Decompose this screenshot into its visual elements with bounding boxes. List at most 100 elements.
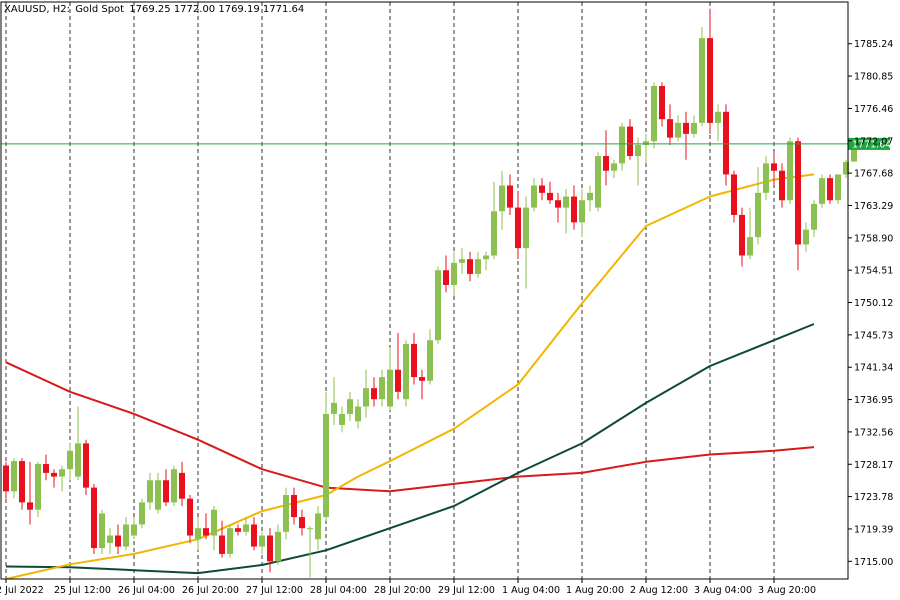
- candle[interactable]: [803, 222, 809, 252]
- candle[interactable]: [307, 525, 313, 578]
- candle[interactable]: [187, 494, 193, 543]
- candle[interactable]: [291, 487, 297, 525]
- candle[interactable]: [675, 115, 681, 142]
- candle[interactable]: [779, 163, 785, 208]
- candle[interactable]: [83, 439, 89, 495]
- candle[interactable]: [827, 174, 833, 204]
- candle[interactable]: [331, 377, 337, 425]
- candle[interactable]: [531, 178, 537, 212]
- candle[interactable]: [603, 130, 609, 186]
- candle[interactable]: [131, 517, 137, 540]
- candle[interactable]: [51, 469, 57, 488]
- candle[interactable]: [347, 391, 353, 422]
- candle[interactable]: [819, 174, 825, 208]
- candle[interactable]: [395, 332, 401, 400]
- candle[interactable]: [515, 192, 521, 260]
- candle[interactable]: [627, 119, 633, 160]
- candle[interactable]: [659, 82, 665, 127]
- candle[interactable]: [339, 406, 345, 433]
- candle[interactable]: [587, 185, 593, 212]
- candle[interactable]: [499, 170, 505, 230]
- candle[interactable]: [19, 458, 25, 510]
- candle[interactable]: [403, 340, 409, 407]
- candle[interactable]: [427, 329, 433, 385]
- candle[interactable]: [243, 517, 249, 536]
- candle[interactable]: [755, 167, 761, 245]
- candle[interactable]: [419, 369, 425, 400]
- candle[interactable]: [211, 506, 217, 551]
- candle[interactable]: [227, 524, 233, 558]
- candle[interactable]: [547, 181, 553, 204]
- candle[interactable]: [835, 174, 841, 204]
- candle[interactable]: [27, 461, 33, 525]
- candle[interactable]: [371, 377, 377, 407]
- candle[interactable]: [579, 189, 585, 238]
- candle[interactable]: [843, 159, 849, 179]
- candle[interactable]: [483, 251, 489, 271]
- candle[interactable]: [707, 8, 713, 134]
- candle[interactable]: [11, 458, 17, 499]
- candle[interactable]: [59, 465, 65, 492]
- candle[interactable]: [219, 520, 225, 558]
- candle[interactable]: [35, 461, 41, 518]
- candle[interactable]: [163, 469, 169, 507]
- candle[interactable]: [179, 461, 185, 507]
- candle[interactable]: [491, 181, 497, 260]
- candle[interactable]: [771, 152, 777, 186]
- candle[interactable]: [451, 251, 457, 297]
- candle[interactable]: [443, 255, 449, 293]
- candle[interactable]: [507, 174, 513, 215]
- candle[interactable]: [723, 104, 729, 186]
- candle[interactable]: [619, 122, 625, 171]
- candle[interactable]: [139, 498, 145, 529]
- candle[interactable]: [251, 517, 257, 551]
- candle[interactable]: [283, 487, 289, 540]
- candle[interactable]: [387, 347, 393, 411]
- candle[interactable]: [563, 189, 569, 234]
- candle[interactable]: [699, 27, 705, 127]
- candle[interactable]: [275, 524, 281, 565]
- candle[interactable]: [595, 152, 601, 212]
- candle[interactable]: [467, 251, 473, 282]
- candle[interactable]: [635, 137, 641, 186]
- candle[interactable]: [795, 137, 801, 271]
- candle[interactable]: [731, 170, 737, 223]
- candle[interactable]: [539, 178, 545, 201]
- candle[interactable]: [267, 528, 273, 573]
- candle[interactable]: [715, 104, 721, 142]
- candle[interactable]: [91, 483, 97, 554]
- candle[interactable]: [651, 82, 657, 149]
- candle[interactable]: [523, 196, 529, 289]
- candle[interactable]: [363, 369, 369, 418]
- candle[interactable]: [147, 472, 153, 510]
- candle[interactable]: [43, 454, 49, 481]
- candle[interactable]: [115, 524, 121, 554]
- candle[interactable]: [75, 406, 81, 481]
- candle[interactable]: [459, 248, 465, 274]
- candle[interactable]: [811, 200, 817, 238]
- candle[interactable]: [123, 517, 129, 551]
- candle[interactable]: [203, 513, 209, 540]
- candle[interactable]: [763, 156, 769, 201]
- candle[interactable]: [315, 506, 321, 551]
- candle[interactable]: [747, 207, 753, 260]
- candle[interactable]: [99, 509, 105, 554]
- candle[interactable]: [683, 111, 689, 160]
- candles[interactable]: [3, 8, 857, 578]
- candle[interactable]: [555, 192, 561, 223]
- candle[interactable]: [691, 115, 697, 138]
- candle[interactable]: [667, 104, 673, 145]
- candle[interactable]: [259, 531, 265, 554]
- candle[interactable]: [67, 443, 73, 481]
- candle[interactable]: [571, 185, 577, 230]
- candle[interactable]: [379, 369, 385, 407]
- candle[interactable]: [787, 137, 793, 204]
- candle[interactable]: [171, 465, 177, 507]
- candle[interactable]: [235, 524, 241, 536]
- candle[interactable]: [3, 461, 9, 499]
- candle[interactable]: [411, 332, 417, 385]
- candle[interactable]: [475, 251, 481, 278]
- candle[interactable]: [323, 391, 329, 521]
- candle[interactable]: [611, 159, 617, 179]
